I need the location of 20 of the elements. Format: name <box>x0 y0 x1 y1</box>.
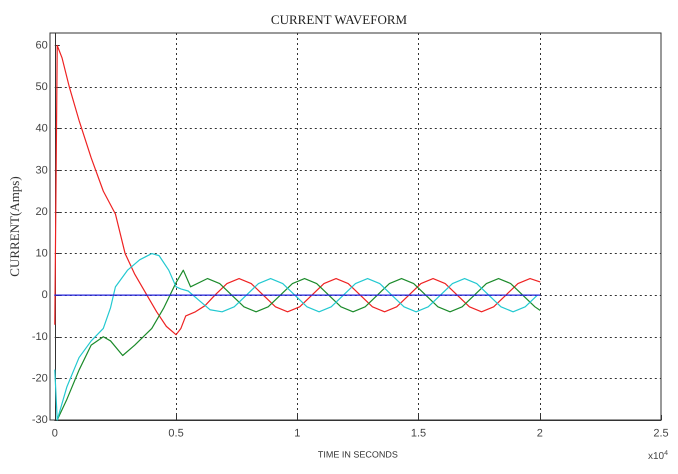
y-tick-label: 40 <box>36 122 48 135</box>
y-tick-label: 30 <box>36 164 48 176</box>
y-tick-label: -20 <box>32 372 48 384</box>
y-tick-label: 0 <box>42 289 48 302</box>
x-axis-title: TIME IN SECONDS <box>318 450 398 460</box>
y-tick-label: 60 <box>36 39 48 52</box>
chart-title: CURRENT WAVEFORM <box>270 12 408 27</box>
x-tick-label: 2.5 <box>653 428 669 440</box>
line-series <box>54 44 540 336</box>
x-tick-label: 0.5 <box>168 428 184 440</box>
y-axis-title: CURRENT(Amps) <box>7 176 22 277</box>
y-tick-label: -30 <box>32 414 48 426</box>
y-tick-label: 20 <box>36 206 48 218</box>
y-tick-label: 50 <box>36 81 48 94</box>
x-tick-label: 0 <box>52 428 58 440</box>
x-tick-label: 1 <box>294 428 300 440</box>
y-tick-label: 10 <box>36 248 48 260</box>
x-tick-label: 1.5 <box>410 428 426 440</box>
x-tick-label: 2 <box>536 428 543 440</box>
y-tick-label: -10 <box>32 330 48 343</box>
